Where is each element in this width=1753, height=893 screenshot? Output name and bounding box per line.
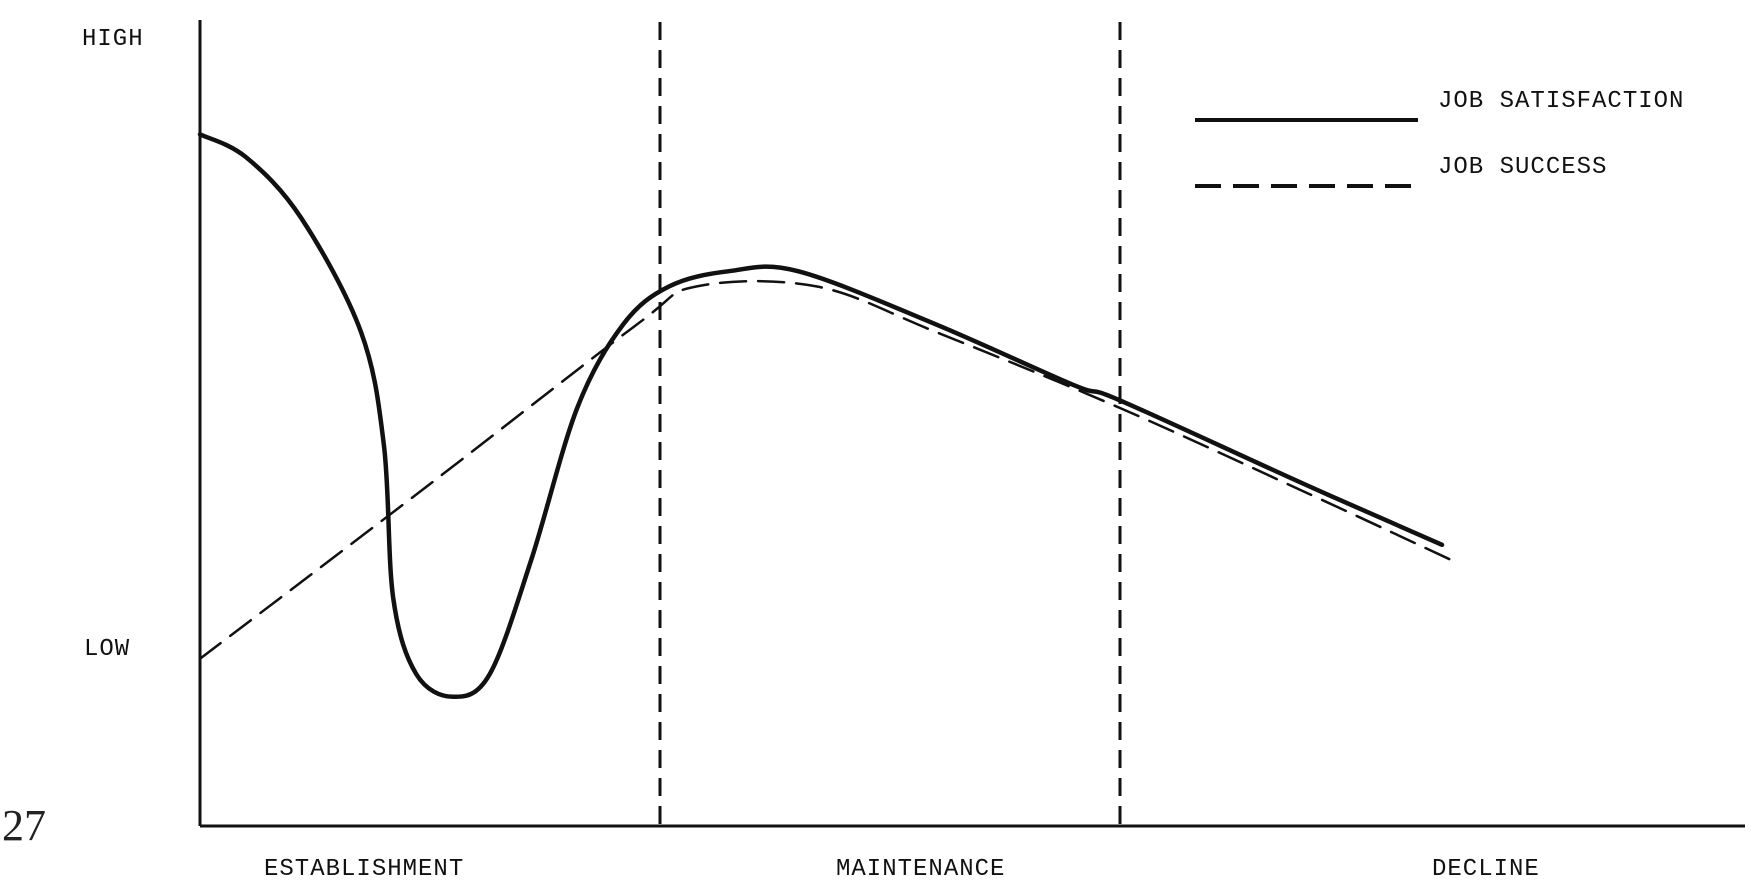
legend (1195, 118, 1418, 188)
legend-label-job-satisfaction: JOB SATISFACTION (1438, 88, 1685, 115)
series-line-job-satisfaction (197, 132, 1445, 700)
series-lines (197, 132, 1453, 700)
x-category-decline: DECLINE (1432, 856, 1540, 883)
phase-boundaries (658, 22, 1122, 826)
x-category-establishment: ESTABLISHMENT (264, 856, 465, 883)
legend-label-job-success: JOB SUCCESS (1438, 154, 1608, 181)
side-page-number: 114 (0, 370, 2, 414)
page-number: 27 (2, 801, 46, 850)
y-tick-low: LOW (84, 636, 131, 663)
x-category-maintenance: MAINTENANCE (836, 856, 1006, 883)
axes (198, 20, 1745, 828)
series-line-job-success (198, 279, 1453, 661)
y-tick-high: HIGH (82, 26, 144, 53)
